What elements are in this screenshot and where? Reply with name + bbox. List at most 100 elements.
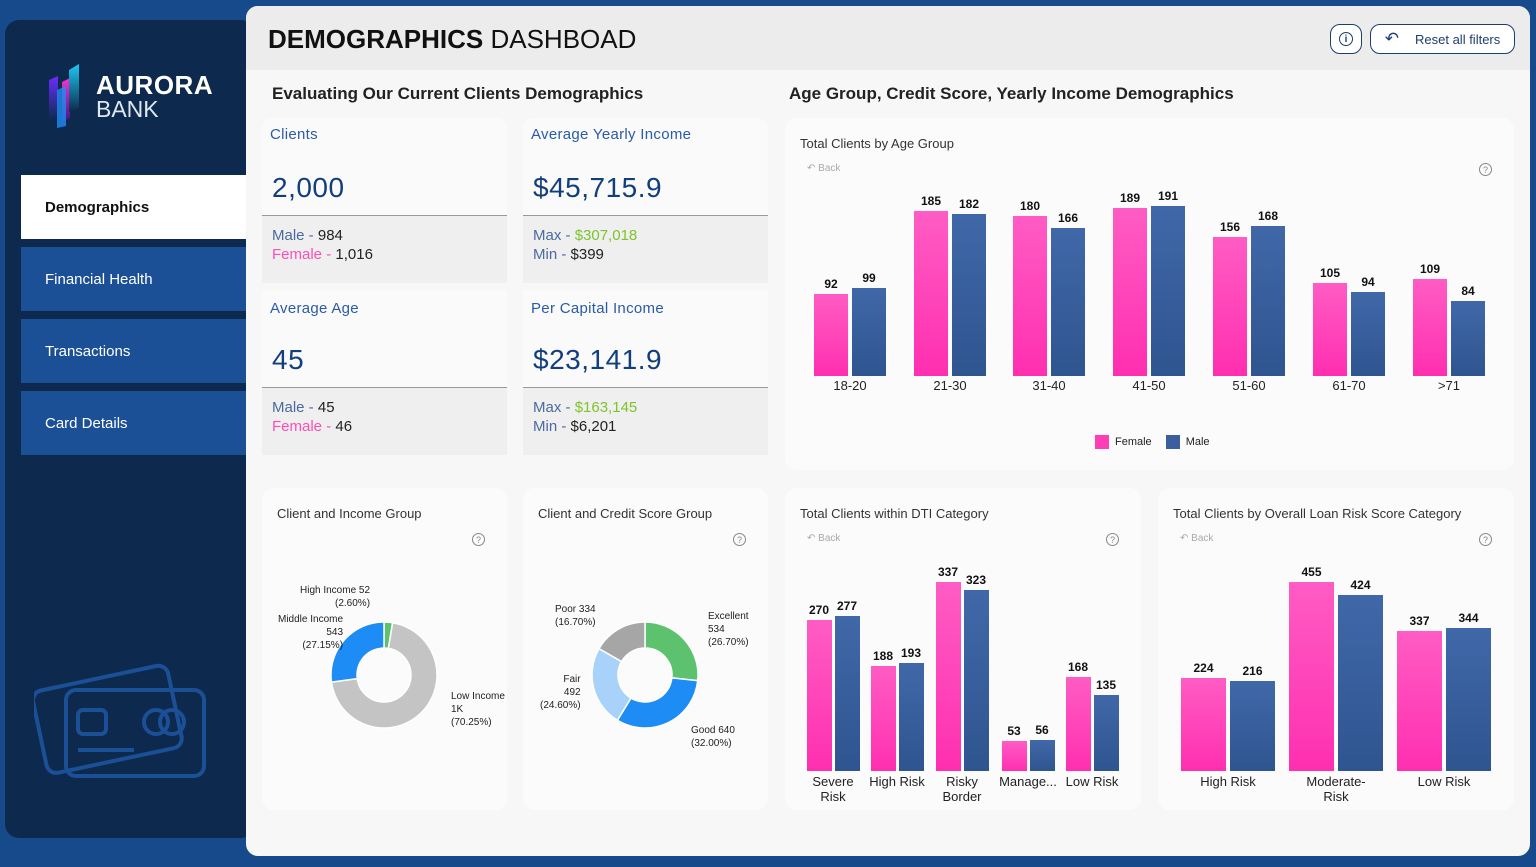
bar-male[interactable] xyxy=(963,590,989,771)
bar-female[interactable] xyxy=(806,619,832,771)
data-label: 216 xyxy=(1242,664,1263,679)
kpi-card-income: Average Yearly Income $45,715.9 Max - $3… xyxy=(523,118,768,283)
data-label: 424 xyxy=(1350,578,1371,593)
back-button[interactable]: ↶ Back xyxy=(1180,533,1214,544)
bar-female[interactable] xyxy=(1113,207,1147,376)
info-icon: i xyxy=(1339,32,1353,46)
category-label: 61-70 xyxy=(1332,378,1366,393)
help-icon[interactable]: ? xyxy=(1106,533,1119,546)
data-label: 337 xyxy=(1409,614,1430,629)
section-title-left: Evaluating Our Current Clients Demograph… xyxy=(272,84,644,103)
bar-female[interactable] xyxy=(1413,278,1447,376)
bar-female[interactable] xyxy=(1013,215,1047,376)
credit-score-chart: Client and Credit Score Group ? xyxy=(523,488,768,810)
data-label: 84 xyxy=(1461,284,1475,299)
bar-female[interactable] xyxy=(1313,282,1347,376)
donut-slice[interactable] xyxy=(330,621,385,683)
data-label: 168 xyxy=(1067,659,1089,674)
help-icon[interactable]: ? xyxy=(733,533,746,546)
bar-male[interactable] xyxy=(1151,206,1185,376)
chart-title: Total Clients within DTI Category xyxy=(800,506,989,521)
legend-swatch-female xyxy=(1095,435,1109,449)
bar-female[interactable] xyxy=(1289,582,1334,771)
aurora-logo-icon xyxy=(49,64,79,128)
donut-slice[interactable] xyxy=(644,621,699,682)
bar-male[interactable] xyxy=(1451,301,1485,376)
bar-male[interactable] xyxy=(1230,681,1275,771)
data-label: 135 xyxy=(1095,678,1117,693)
data-label: 337 xyxy=(937,565,959,580)
bar-male[interactable] xyxy=(898,662,924,771)
donut-slice[interactable] xyxy=(330,621,438,729)
data-label: 188 xyxy=(872,648,894,663)
bar-male[interactable] xyxy=(1029,739,1055,771)
data-label: 166 xyxy=(1057,211,1079,226)
data-label: 185 xyxy=(920,194,942,209)
page-title: DEMOGRAPHICS DASHBOAD xyxy=(268,24,637,54)
help-icon[interactable]: ? xyxy=(1479,533,1492,546)
category-label: Severe Risk xyxy=(812,774,854,804)
bar-male[interactable] xyxy=(952,214,986,376)
bar-male[interactable] xyxy=(1051,228,1085,376)
data-label: 99 xyxy=(862,270,876,285)
kpi-value: $23,141.9 xyxy=(533,344,663,375)
bar-male[interactable] xyxy=(1338,595,1383,771)
bar-female[interactable] xyxy=(1001,741,1027,771)
nav-transactions[interactable]: Transactions xyxy=(21,319,246,383)
reset-icon: ↶ xyxy=(1384,29,1399,48)
bar-male[interactable] xyxy=(1093,695,1119,771)
bar-male[interactable] xyxy=(1446,628,1491,771)
nav-card-details[interactable]: Card Details xyxy=(21,391,246,455)
section-title-right: Age Group, Credit Score, Yearly Income D… xyxy=(789,84,1234,103)
category-label: 21-30 xyxy=(933,378,967,393)
kpi-card-age: Average Age 45 Male - 45 Female - 46 xyxy=(262,290,507,455)
kpi-label: Average Age xyxy=(270,300,359,317)
kpi-breakdown: Male - 45 Female - 46 xyxy=(262,387,507,455)
donut-data-label: High Income 52 (2.60%) xyxy=(300,585,371,609)
bar-female[interactable] xyxy=(935,582,961,771)
donut-data-label: Excellent 534 (26.70%) xyxy=(708,611,749,648)
help-icon[interactable]: ? xyxy=(1479,163,1492,176)
brand-subname: BANK xyxy=(96,96,159,122)
category-label: 41-50 xyxy=(1132,378,1166,393)
legend-swatch-male xyxy=(1165,435,1180,449)
data-label: 344 xyxy=(1458,611,1479,626)
kpi-breakdown: Max - $163,145 Min - $6,201 xyxy=(523,387,768,455)
bar-female[interactable] xyxy=(1213,237,1247,376)
bar-male[interactable] xyxy=(852,287,886,376)
data-label: 105 xyxy=(1319,265,1341,280)
back-button[interactable]: ↶ Back xyxy=(807,533,841,544)
category-label: Manage... xyxy=(999,774,1057,789)
category-label: Low Risk xyxy=(1065,774,1119,789)
kpi-label: Average Yearly Income xyxy=(531,126,692,143)
kpi-value: $45,715.9 xyxy=(533,172,663,203)
nav-demographics[interactable]: Demographics xyxy=(21,175,246,239)
back-button[interactable]: ↶ Back xyxy=(807,163,841,174)
nav-financial-health[interactable]: Financial Health xyxy=(21,247,246,311)
bar-male[interactable] xyxy=(1351,292,1385,376)
data-label: 156 xyxy=(1219,220,1241,235)
bar-female[interactable] xyxy=(1181,678,1226,771)
bar-female[interactable] xyxy=(1065,676,1091,771)
bar-female[interactable] xyxy=(914,211,948,376)
bar-female[interactable] xyxy=(1397,631,1442,771)
donut-slice[interactable] xyxy=(598,621,646,663)
help-icon[interactable]: ? xyxy=(472,533,485,546)
donut-slice[interactable] xyxy=(616,677,699,729)
kpi-value: 2,000 xyxy=(272,172,345,203)
brand-name: AURORA xyxy=(96,70,214,100)
info-button[interactable]: i xyxy=(1330,24,1362,54)
reset-filters-button[interactable]: ↶ Reset all filters xyxy=(1370,24,1515,54)
kpi-label: Per Capital Income xyxy=(531,300,664,317)
kpi-card-clients: Clients 2,000 Male - 984 Female - 1,016 xyxy=(262,118,507,283)
chart-title: Client and Income Group xyxy=(277,506,422,521)
income-group-chart: Client and Income Group ? xyxy=(262,488,507,810)
bar-female[interactable] xyxy=(814,294,848,376)
header xyxy=(246,6,1530,70)
bar-male[interactable] xyxy=(1251,226,1285,376)
kpi-breakdown: Male - 984 Female - 1,016 xyxy=(262,215,507,283)
bar-male[interactable] xyxy=(834,615,860,771)
kpi-label: Clients xyxy=(270,126,318,143)
bar-female[interactable] xyxy=(870,665,896,771)
kpi-value: 45 xyxy=(272,344,305,375)
